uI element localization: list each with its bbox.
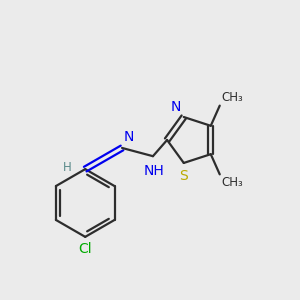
- Text: S: S: [179, 169, 188, 183]
- Text: Cl: Cl: [78, 242, 92, 256]
- Text: N: N: [124, 130, 134, 143]
- Text: CH₃: CH₃: [221, 176, 243, 189]
- Text: CH₃: CH₃: [221, 91, 243, 104]
- Text: N: N: [170, 100, 181, 114]
- Text: NH: NH: [144, 164, 165, 178]
- Text: H: H: [63, 161, 72, 174]
